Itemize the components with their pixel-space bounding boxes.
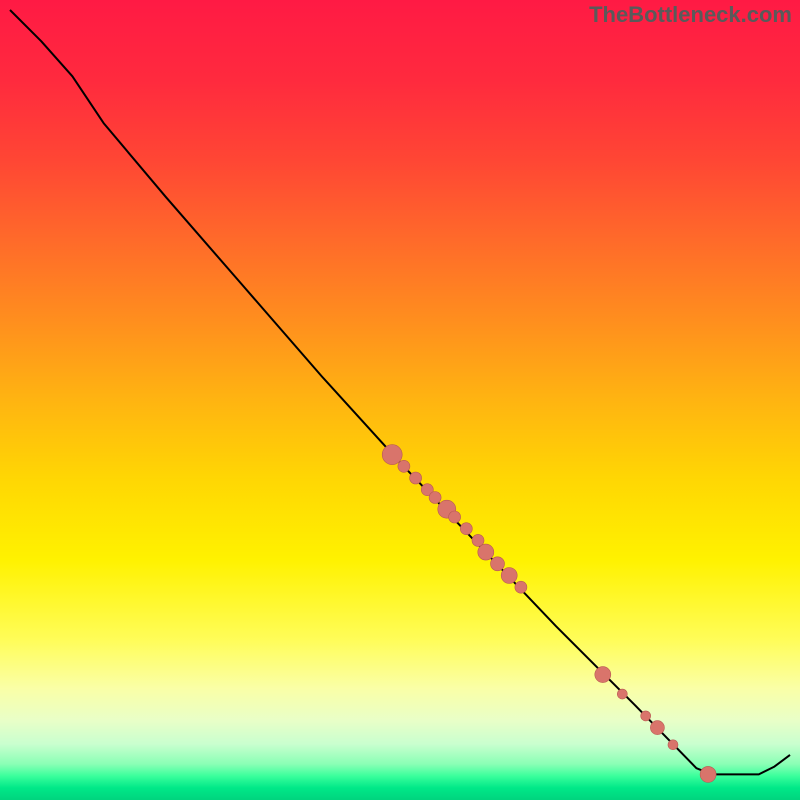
chart-marker — [650, 721, 664, 735]
chart-marker — [501, 568, 517, 584]
bottleneck-chart: TheBottleneck.com — [0, 0, 800, 800]
watermark-label: TheBottleneck.com — [589, 2, 792, 28]
chart-marker — [641, 711, 651, 721]
chart-line — [10, 10, 790, 774]
chart-marker — [429, 492, 441, 504]
chart-marker — [382, 445, 402, 465]
chart-marker — [617, 689, 627, 699]
chart-marker — [398, 460, 410, 472]
chart-overlay — [0, 0, 800, 800]
chart-marker — [595, 667, 611, 683]
chart-marker — [700, 766, 716, 782]
chart-marker — [472, 534, 484, 546]
chart-marker — [449, 511, 461, 523]
chart-marker — [668, 740, 678, 750]
chart-marker — [460, 523, 472, 535]
chart-marker — [515, 581, 527, 593]
chart-marker — [478, 544, 494, 560]
chart-markers — [382, 445, 716, 783]
chart-marker — [491, 557, 505, 571]
chart-marker — [410, 472, 422, 484]
